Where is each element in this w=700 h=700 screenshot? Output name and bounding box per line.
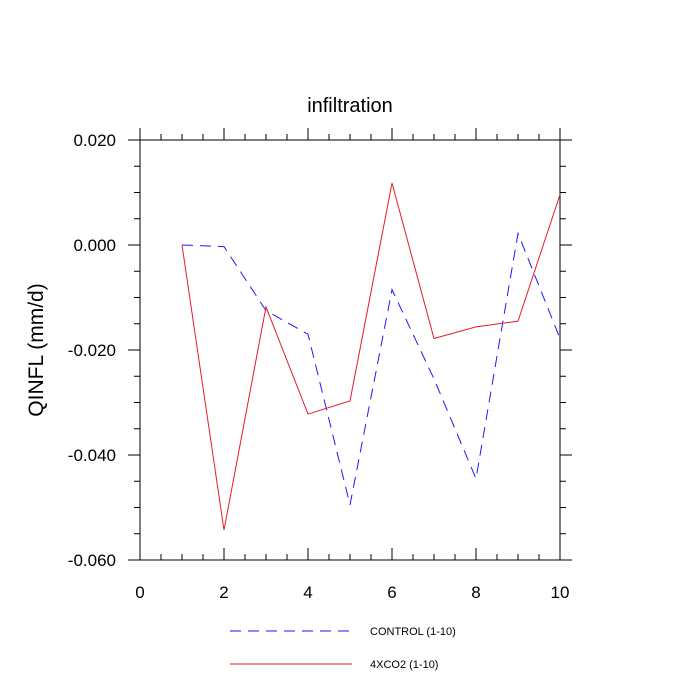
chart-title: infiltration xyxy=(307,95,393,117)
plot-frame xyxy=(139,139,561,561)
x-tick-label: 0 xyxy=(135,583,144,602)
y-tick-label: -0.040 xyxy=(68,446,116,465)
legend: CONTROL (1-10) 4XCO2 (1-10) xyxy=(230,626,456,671)
y-tick-label: 0.020 xyxy=(73,131,116,150)
y-axis-label: QINFL (mm/d) xyxy=(25,283,48,416)
x-tick-label: 8 xyxy=(471,583,480,602)
legend-label: CONTROL (1-10) xyxy=(370,626,456,638)
y-tick-label: -0.020 xyxy=(68,341,116,360)
x-tick-label: 6 xyxy=(387,583,396,602)
y-tick-label: 0.000 xyxy=(73,236,116,255)
series-line-control xyxy=(181,231,561,505)
x-tick-label: 4 xyxy=(303,583,312,602)
data-series xyxy=(181,182,561,531)
x-tick-label: 10 xyxy=(551,583,570,602)
x-tick-label: 2 xyxy=(219,583,228,602)
y-tick-label: -0.060 xyxy=(68,551,116,570)
axis-ticks: 0 2 4 6 8 10 0.020 0.000 -0.020 -0.040 -0.060 xyxy=(68,128,572,602)
legend-label: 4XCO2 (1-10) xyxy=(370,659,438,671)
series-line-4xco2 xyxy=(181,182,561,531)
